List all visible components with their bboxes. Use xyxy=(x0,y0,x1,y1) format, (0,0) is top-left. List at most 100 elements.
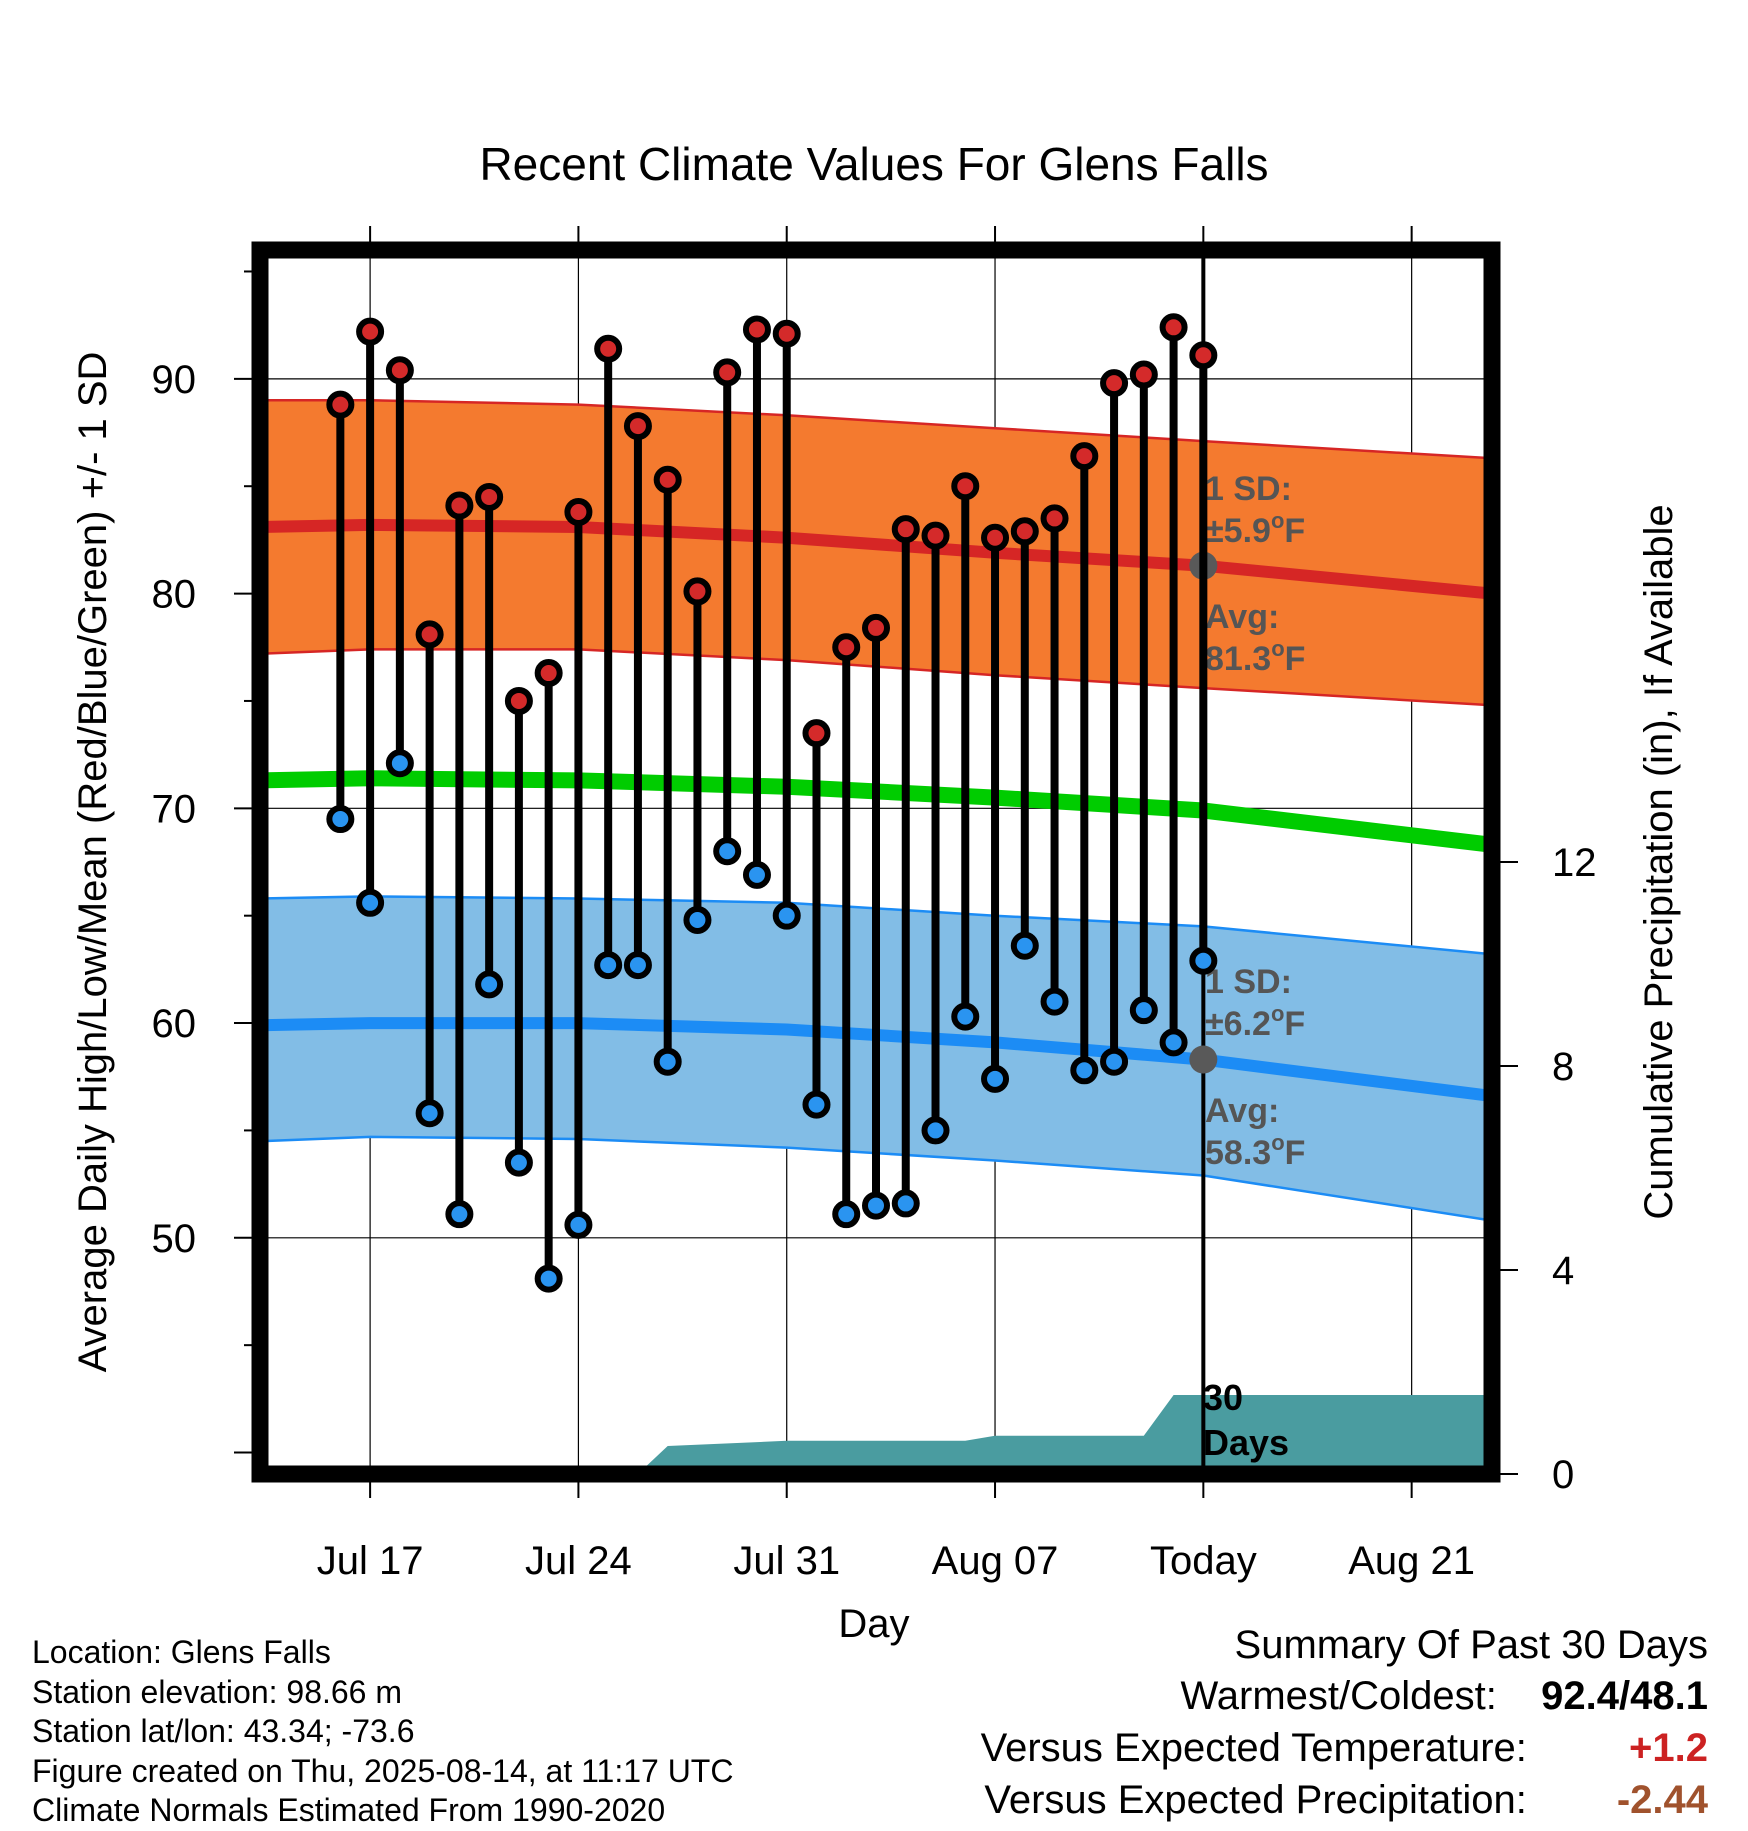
daily-high-marker xyxy=(594,334,623,363)
today-low-average-marker xyxy=(1189,1045,1218,1074)
plot-area: 1 SD: ±5.9oF Avg: 81.3oF 1 SD: ±6.2oF Avg: 58.3… xyxy=(260,250,1492,1474)
summary-precip-label: Versus Expected Precipitation: xyxy=(984,1778,1527,1822)
station-info: Location: Glens Falls Station elevation:… xyxy=(32,1633,733,1831)
figure-created: Figure created on Thu, 2025-08-14, at 11… xyxy=(32,1752,734,1789)
y-tick-label: 60 xyxy=(152,1002,197,1046)
x-tick-label: Jul 17 xyxy=(317,1539,424,1583)
daily-high-marker xyxy=(445,491,474,520)
daily-low-marker xyxy=(326,805,355,834)
y-tick-label: 80 xyxy=(152,573,197,617)
daily-high-marker xyxy=(653,465,682,494)
chart-title: Recent Climate Values For Glens Falls xyxy=(479,138,1268,190)
daily-high-marker xyxy=(713,358,742,387)
daily-high-marker xyxy=(1100,369,1129,398)
daily-low-marker xyxy=(1129,996,1158,1025)
y-tick-label: 90 xyxy=(152,358,197,402)
summary-temp-value: +1.2 xyxy=(1629,1726,1708,1770)
daily-high-marker xyxy=(1159,313,1188,342)
daily-high-marker xyxy=(326,390,355,419)
y2-tick-label: 12 xyxy=(1552,841,1597,885)
y-tick-label: 50 xyxy=(152,1217,197,1261)
daily-high-marker xyxy=(683,577,712,606)
summary-temp-label: Versus Expected Temperature: xyxy=(980,1726,1527,1770)
y2-tick-label: 0 xyxy=(1552,1453,1574,1497)
summary-temp-row: Versus Expected Temperature: +1.2 xyxy=(981,1722,1708,1774)
high-normal-band xyxy=(260,400,1492,706)
daily-low-marker xyxy=(1189,946,1218,975)
daily-high-marker xyxy=(891,515,920,544)
daily-high-marker xyxy=(415,620,444,649)
daily-high-marker xyxy=(1129,360,1158,389)
daily-low-marker xyxy=(504,1148,533,1177)
summary-warmest-label: Warmest/Coldest: xyxy=(1180,1674,1497,1718)
daily-low-marker xyxy=(1100,1047,1129,1076)
y-tick-label: 70 xyxy=(152,787,197,831)
daily-high-marker xyxy=(1189,341,1218,370)
daily-high-marker xyxy=(921,521,950,550)
daily-high-marker xyxy=(951,472,980,501)
daily-high-marker xyxy=(1040,504,1069,533)
daily-low-marker xyxy=(1010,931,1039,960)
summary-panel: Summary Of Past 30 Days Warmest/Coldest:… xyxy=(981,1620,1708,1826)
high-avg-annotation: Avg: 81.3oF xyxy=(1205,598,1305,678)
daily-low-marker xyxy=(415,1099,444,1128)
x-tick-label: Jul 31 xyxy=(733,1539,840,1583)
x-tick-label: Aug 07 xyxy=(932,1539,1059,1583)
daily-low-marker xyxy=(921,1116,950,1145)
daily-low-marker xyxy=(832,1200,861,1229)
daily-high-marker xyxy=(534,659,563,688)
station-location: Location: Glens Falls xyxy=(32,1634,331,1670)
daily-high-marker xyxy=(981,523,1010,552)
station-elevation: Station elevation: 98.66 m xyxy=(32,1673,403,1710)
daily-low-marker xyxy=(683,905,712,934)
daily-low-marker xyxy=(951,1002,980,1031)
summary-warmest-row: Warmest/Coldest: 92.4/48.1 xyxy=(981,1670,1709,1722)
daily-high-marker xyxy=(1010,517,1039,546)
climate-normals-period: Climate Normals Estimated From 1990-2020 xyxy=(32,1792,666,1828)
plot-frame xyxy=(251,241,1501,1483)
days-label: 30 Days xyxy=(1203,1377,1289,1463)
summary-warmest-value: 92.4/48.1 xyxy=(1541,1674,1708,1718)
daily-high-marker xyxy=(385,356,414,385)
y-axis-label: Average Daily High/Low/Mean (Red/Blue/Gr… xyxy=(71,352,115,1373)
daily-low-marker xyxy=(475,970,504,999)
daily-high-marker xyxy=(802,719,831,748)
daily-low-marker xyxy=(564,1210,593,1239)
daily-high-marker xyxy=(475,482,504,511)
daily-high-marker xyxy=(832,633,861,662)
daily-low-marker xyxy=(802,1090,831,1119)
station-latlon: Station lat/lon: 43.34; -73.6 xyxy=(32,1713,415,1749)
daily-high-marker xyxy=(504,686,533,715)
summary-precip-value: -2.44 xyxy=(1616,1778,1708,1822)
daily-low-marker xyxy=(445,1200,474,1229)
daily-low-marker xyxy=(742,860,771,889)
y2-tick-label: 4 xyxy=(1552,1249,1574,1293)
daily-high-marker xyxy=(742,315,771,344)
daily-low-marker xyxy=(534,1264,563,1293)
daily-low-marker xyxy=(713,837,742,866)
x-tick-label: Jul 24 xyxy=(525,1539,632,1583)
daily-low-marker xyxy=(1070,1056,1099,1085)
x-axis-label: Day xyxy=(838,1602,909,1646)
daily-low-marker xyxy=(594,951,623,980)
daily-high-marker xyxy=(623,412,652,441)
daily-low-marker xyxy=(623,951,652,980)
high-sd-annotation: 1 SD: ±5.9oF xyxy=(1205,470,1305,550)
daily-low-marker xyxy=(653,1047,682,1076)
low-avg-annotation: Avg: 58.3oF xyxy=(1205,1092,1305,1172)
daily-low-marker xyxy=(891,1189,920,1218)
y2-tick-label: 8 xyxy=(1552,1045,1574,1089)
daily-low-marker xyxy=(772,901,801,930)
y2-axis-label: Cumulative Precipitation (in), If Availa… xyxy=(1637,504,1681,1219)
daily-low-marker xyxy=(981,1064,1010,1093)
daily-low-marker xyxy=(862,1191,890,1220)
daily-high-marker xyxy=(564,497,593,526)
summary-precip-row: Versus Expected Precipitation: -2.44 xyxy=(981,1774,1708,1826)
x-tick-label: Today xyxy=(1150,1539,1257,1583)
daily-high-marker xyxy=(862,613,890,642)
daily-low-marker xyxy=(356,888,385,917)
daily-high-marker xyxy=(356,317,385,346)
x-tick-label: Aug 21 xyxy=(1348,1539,1475,1583)
low-sd-annotation: 1 SD: ±6.2oF xyxy=(1205,963,1305,1043)
